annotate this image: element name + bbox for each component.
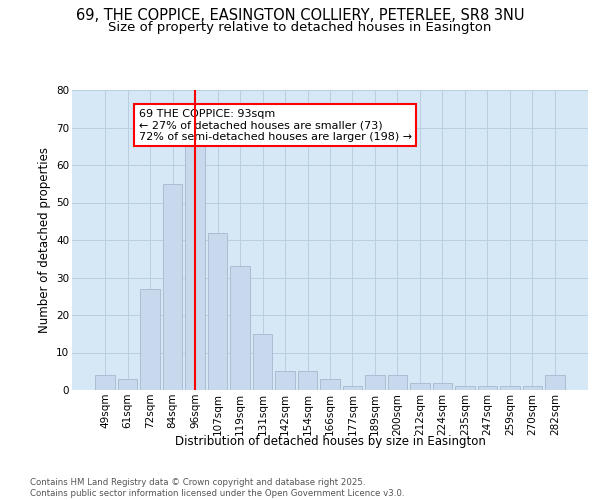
Bar xyxy=(298,371,317,390)
Bar xyxy=(455,386,475,390)
Bar xyxy=(365,375,385,390)
Text: Distribution of detached houses by size in Easington: Distribution of detached houses by size … xyxy=(175,435,485,448)
Bar xyxy=(118,379,137,390)
Bar xyxy=(433,382,452,390)
Bar xyxy=(545,375,565,390)
Bar xyxy=(253,334,272,390)
Bar xyxy=(230,266,250,390)
Bar xyxy=(320,379,340,390)
Text: 69, THE COPPICE, EASINGTON COLLIERY, PETERLEE, SR8 3NU: 69, THE COPPICE, EASINGTON COLLIERY, PET… xyxy=(76,8,524,22)
Bar xyxy=(343,386,362,390)
Bar xyxy=(523,386,542,390)
Bar xyxy=(163,184,182,390)
Y-axis label: Number of detached properties: Number of detached properties xyxy=(38,147,50,333)
Text: Contains HM Land Registry data © Crown copyright and database right 2025.
Contai: Contains HM Land Registry data © Crown c… xyxy=(30,478,404,498)
Bar xyxy=(478,386,497,390)
Bar xyxy=(388,375,407,390)
Bar xyxy=(95,375,115,390)
Bar xyxy=(410,382,430,390)
Bar xyxy=(185,146,205,390)
Bar xyxy=(500,386,520,390)
Bar xyxy=(140,289,160,390)
Bar xyxy=(208,232,227,390)
Text: 69 THE COPPICE: 93sqm
← 27% of detached houses are smaller (73)
72% of semi-deta: 69 THE COPPICE: 93sqm ← 27% of detached … xyxy=(139,109,412,142)
Bar xyxy=(275,371,295,390)
Text: Size of property relative to detached houses in Easington: Size of property relative to detached ho… xyxy=(109,21,491,34)
